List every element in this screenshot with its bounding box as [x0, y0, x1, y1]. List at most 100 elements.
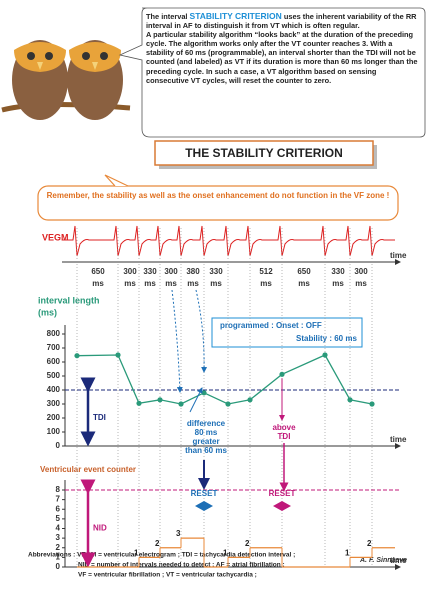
interval-point: [157, 397, 163, 403]
interval-value: 650: [91, 267, 105, 276]
interval-value: 300: [164, 267, 178, 276]
interval-value: 300: [354, 267, 368, 276]
interval-point: [369, 401, 375, 407]
count-label: 3: [176, 529, 181, 538]
interval-unit: ms: [92, 279, 104, 288]
interval-point: [74, 353, 80, 359]
bubble-p2: A particular stability algorithm “looks …: [146, 30, 418, 85]
interval-point: [136, 400, 142, 406]
y-tick-label: 3: [56, 533, 61, 542]
interval-point: [247, 397, 253, 403]
note-wrap: Remember, the stability as well as the o…: [46, 191, 390, 200]
owls: [1, 40, 131, 120]
reset-label: RESET: [269, 489, 296, 498]
note-box: [37, 185, 399, 221]
difference-text: 80 ms: [195, 428, 218, 437]
interval-point: [279, 371, 285, 377]
bubble-text: The interval STABILITY CRITERION uses th…: [146, 11, 418, 85]
interval-unit: ms: [332, 279, 344, 288]
vegm-trace: [62, 225, 395, 257]
y-tick-label: 6: [56, 504, 61, 513]
interval-point: [322, 352, 328, 358]
programmed-line1: programmed : Onset : OFF: [220, 321, 322, 330]
y-tick-label: 1: [56, 552, 61, 561]
interval-value: 380: [186, 267, 200, 276]
highlight: STABILITY CRITERION: [189, 11, 282, 21]
note: Remember, the stability as well as the o…: [46, 191, 390, 200]
count-label: 1: [134, 548, 139, 557]
interval-point: [115, 352, 121, 358]
interval-unit: ms: [260, 279, 272, 288]
y-tick-label: 700: [47, 343, 61, 352]
time-label: time: [390, 251, 407, 260]
nid-label: NID: [93, 524, 107, 533]
above-tdi-text: above: [272, 423, 296, 432]
interval-unit-label: (ms): [38, 307, 57, 317]
abbrev: Abbreviations : VEGM = ventricular elect…: [28, 552, 295, 559]
y-tick-label: 2: [56, 543, 61, 552]
title-box: [154, 140, 374, 166]
abbrev: VF = ventricular fibrillation ; VT = ven…: [78, 572, 257, 579]
y-tick-label: 800: [47, 329, 61, 338]
y-tick-label: 100: [47, 427, 61, 436]
counter-label: Ventricular event counter: [40, 465, 136, 474]
interval-label: interval length: [38, 295, 100, 305]
y-tick-label: 600: [47, 357, 61, 366]
count-label: 1: [345, 548, 350, 557]
y-tick-label: 300: [47, 399, 61, 408]
interval-value: 330: [331, 267, 345, 276]
y-tick-label: 0: [56, 562, 61, 571]
interval-unit: ms: [210, 279, 222, 288]
programmed-box: [211, 317, 363, 348]
y-tick-label: 400: [47, 385, 61, 394]
signature: A. F. Sinnaeve: [359, 557, 407, 564]
speech-bubble: [118, 7, 426, 138]
interval-point: [347, 397, 353, 403]
interval-unit: ms: [124, 279, 136, 288]
difference-text: than 60 ms: [185, 446, 227, 455]
time-label: time: [390, 435, 407, 444]
abbrev: NID = number of intervals needed to dete…: [78, 562, 285, 569]
y-tick-label: 0: [56, 441, 61, 450]
y-tick-label: 5: [56, 514, 61, 523]
time-label: time: [390, 556, 407, 565]
title: THE STABILITY CRITERION: [185, 146, 343, 160]
difference-text: difference: [187, 419, 226, 428]
y-tick-label: 4: [56, 524, 61, 533]
count-label: 2: [367, 539, 372, 548]
interval-value: 650: [297, 267, 311, 276]
count-label: 1: [223, 548, 228, 557]
interval-value: 330: [209, 267, 223, 276]
ref-arrow: [171, 289, 183, 393]
interval-value: 330: [143, 267, 157, 276]
bubble-p1: The interval STABILITY CRITERION uses th…: [146, 11, 418, 31]
reset-label: RESET: [191, 489, 218, 498]
y-tick-label: 7: [56, 495, 61, 504]
y-tick-label: 200: [47, 413, 61, 422]
y-tick-label: 500: [47, 371, 61, 380]
interval-value: 300: [123, 267, 137, 276]
reset-marker: [273, 501, 291, 511]
interval-unit: ms: [187, 279, 199, 288]
interval-value: 512: [259, 267, 273, 276]
count-label: 2: [245, 539, 250, 548]
text: uses the inherent variability of the RR …: [146, 12, 417, 31]
reset-marker: [195, 501, 213, 511]
interval-point: [225, 401, 231, 407]
interval-unit: ms: [144, 279, 156, 288]
y-tick-label: 8: [56, 485, 61, 494]
interval-unit: ms: [355, 279, 367, 288]
note-tail: [104, 174, 129, 187]
count-label: 2: [155, 539, 160, 548]
interval-line: [76, 354, 373, 405]
text: The interval: [146, 12, 190, 21]
programmed-line2: Stability : 60 ms: [296, 334, 357, 343]
interval-unit: ms: [298, 279, 310, 288]
above-tdi-text: TDI: [278, 432, 291, 441]
ref-arrow: [195, 289, 208, 373]
interval-point: [201, 390, 207, 396]
interval-unit: ms: [165, 279, 177, 288]
difference-text: greater: [192, 437, 219, 446]
